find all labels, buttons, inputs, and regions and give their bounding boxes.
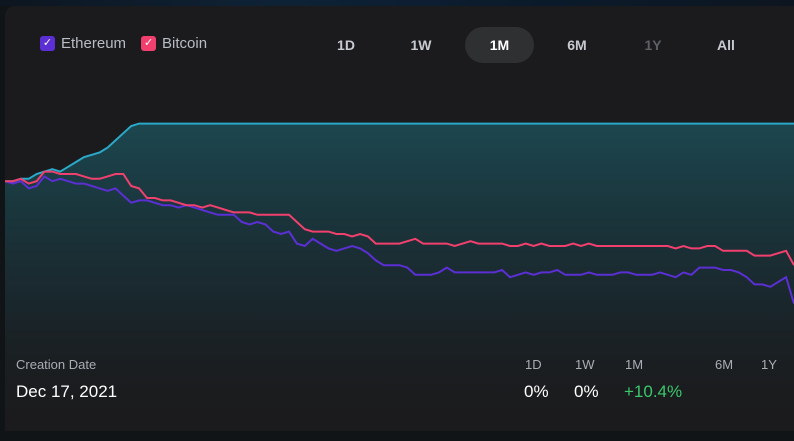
benchmark-line xyxy=(5,122,794,183)
bitcoin-line xyxy=(5,170,794,266)
range-button-all[interactable]: All xyxy=(703,27,749,63)
creation-date-label: Creation Date xyxy=(16,357,97,372)
range-button-1m[interactable]: 1M xyxy=(465,27,534,63)
legend-label-bitcoin: Bitcoin xyxy=(162,35,208,52)
period-label-1y: 1Y xyxy=(761,357,777,372)
range-button-1d[interactable]: 1D xyxy=(323,27,369,63)
range-button-6m[interactable]: 6M xyxy=(554,27,600,63)
period-label-1w: 1W xyxy=(575,357,595,372)
legend-item-ethereum[interactable]: ✓ Ethereum xyxy=(40,35,126,52)
period-value-1m: +10.4% xyxy=(624,382,683,401)
benchmark-area xyxy=(5,123,794,431)
creation-date-value: Dec 17, 2021 xyxy=(16,382,118,401)
period-label-1d: 1D xyxy=(525,357,542,372)
window-top-bar xyxy=(0,0,794,6)
portfolio-chart-card: ✓ Ethereum ✓ Bitcoin 1D 1W 1M 6M 1Y All … xyxy=(5,6,794,431)
range-button-1w[interactable]: 1W xyxy=(398,27,444,63)
period-value-1d: 0% xyxy=(524,382,549,401)
period-label-6m: 6M xyxy=(715,357,734,372)
ethereum-checkbox-icon[interactable]: ✓ xyxy=(40,36,55,51)
range-button-1y[interactable]: 1Y xyxy=(630,27,676,63)
legend-label-ethereum: Ethereum xyxy=(61,35,127,52)
period-label-1m: 1M xyxy=(625,357,644,372)
time-range-selector: 1D 1W 1M 6M 1Y All xyxy=(5,27,794,63)
legend-item-bitcoin[interactable]: ✓ Bitcoin xyxy=(141,35,207,52)
chart-legend: ✓ Ethereum ✓ Bitcoin xyxy=(40,35,222,52)
period-value-1w: 0% xyxy=(574,382,599,401)
portfolio-line-chart xyxy=(5,122,794,431)
ethereum-line xyxy=(5,175,794,304)
bitcoin-checkbox-icon[interactable]: ✓ xyxy=(141,36,157,51)
